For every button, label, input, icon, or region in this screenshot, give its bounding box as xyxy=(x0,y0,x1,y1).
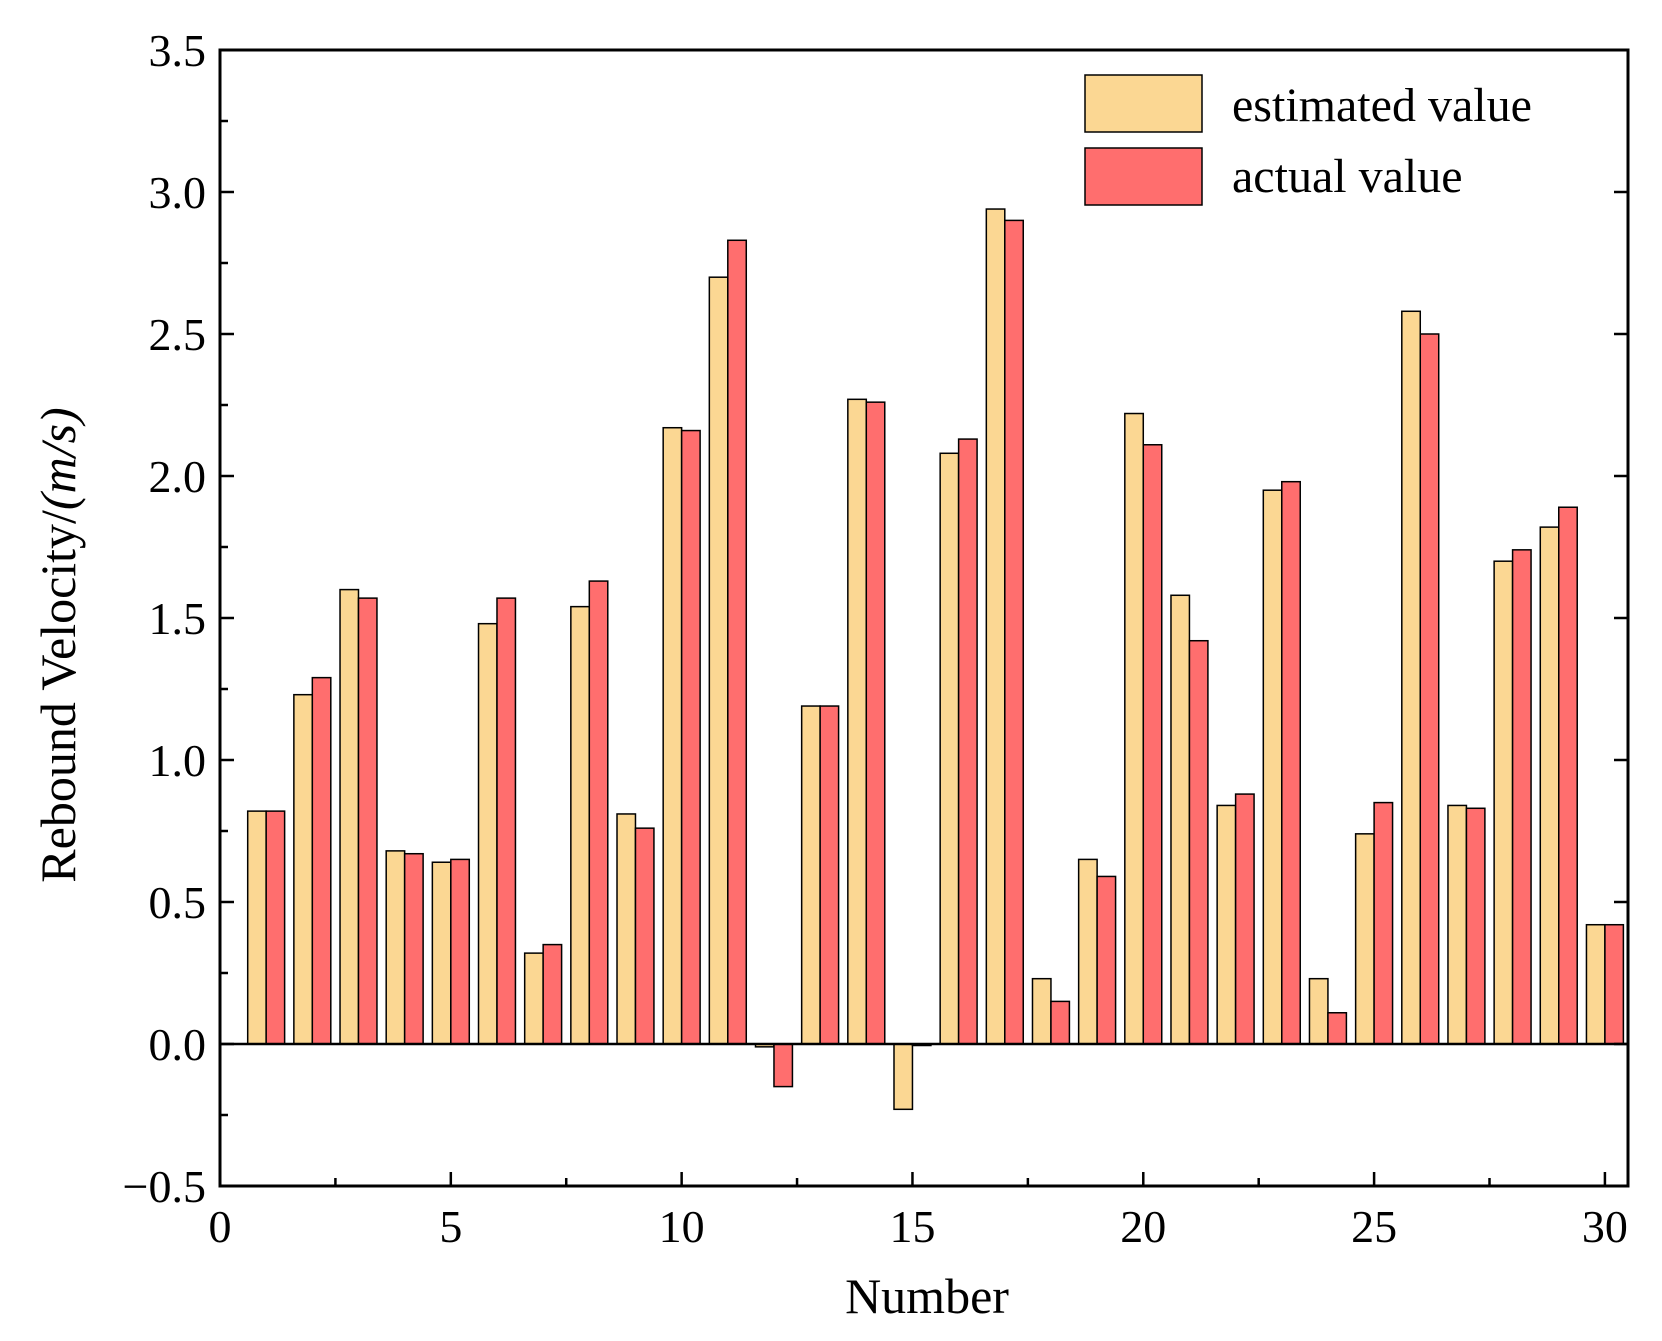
y-tick-label: 1.5 xyxy=(149,593,207,644)
bar-actual-29 xyxy=(1558,506,1578,1045)
bar-actual-3 xyxy=(357,597,378,1045)
bar-actual-25 xyxy=(1373,801,1394,1045)
bar-actual-7 xyxy=(542,943,563,1045)
bar-estimated-27 xyxy=(1447,804,1468,1045)
bar-estimated-18 xyxy=(1031,977,1052,1045)
x-axis-ticks: 0 5 10 15 20 25 30 xyxy=(209,1172,1628,1252)
y-tick-label: 0.0 xyxy=(149,1019,207,1070)
y-tick-label: 0.5 xyxy=(149,877,207,928)
bar-estimated-1 xyxy=(246,810,267,1045)
x-tick-label: 0 xyxy=(209,1201,232,1252)
bar-estimated-19 xyxy=(1077,858,1098,1045)
bar-estimated-25 xyxy=(1354,833,1375,1045)
bar-actual-9 xyxy=(634,827,655,1045)
bar-estimated-10 xyxy=(662,426,683,1045)
bar-actual-11 xyxy=(727,239,748,1045)
bar-actual-12 xyxy=(773,1043,794,1088)
bar-actual-26 xyxy=(1419,333,1440,1045)
bar-actual-30 xyxy=(1604,923,1625,1045)
bar-estimated-14 xyxy=(847,398,868,1045)
bar-estimated-5 xyxy=(431,861,452,1045)
bar-estimated-3 xyxy=(339,588,360,1045)
bar-estimated-30 xyxy=(1585,923,1606,1045)
bar-actual-22 xyxy=(1234,793,1255,1045)
bar-estimated-4 xyxy=(385,850,406,1045)
legend-swatch-actual xyxy=(1084,147,1203,206)
y-tick-label: 2.5 xyxy=(149,309,207,360)
bar-actual-27 xyxy=(1465,807,1486,1045)
y-axis-title: Rebound Velocity/(m/s) xyxy=(30,407,86,882)
x-tick-label: 30 xyxy=(1582,1201,1628,1252)
bar-estimated-11 xyxy=(708,276,729,1045)
x-tick-label: 15 xyxy=(889,1201,935,1252)
x-tick-label: 10 xyxy=(659,1201,705,1252)
bar-actual-13 xyxy=(819,705,840,1045)
x-axis-title: Number xyxy=(845,1268,1009,1324)
legend-label-estimated: estimated value xyxy=(1232,79,1532,132)
x-tick-label: 20 xyxy=(1120,1201,1166,1252)
bar-estimated-16 xyxy=(939,452,960,1045)
y-tick-label: 1.0 xyxy=(149,735,207,786)
y-tick-label: 3.5 xyxy=(149,25,207,76)
bar-estimated-7 xyxy=(523,952,544,1045)
bar-actual-16 xyxy=(957,438,978,1045)
bar-actual-17 xyxy=(1004,219,1025,1045)
bar-estimated-6 xyxy=(477,622,498,1045)
bar-actual-4 xyxy=(403,852,424,1045)
bar-estimated-2 xyxy=(293,693,314,1045)
bar-estimated-24 xyxy=(1308,977,1329,1045)
bar-estimated-8 xyxy=(570,605,591,1045)
bar-estimated-21 xyxy=(1170,594,1191,1045)
bar-actual-20 xyxy=(1142,444,1163,1045)
bar-actual-28 xyxy=(1511,549,1532,1045)
legend: estimated value actual value xyxy=(1084,74,1532,206)
bar-estimated-26 xyxy=(1401,310,1422,1045)
legend-label-actual: actual value xyxy=(1232,150,1463,203)
y-axis-ticks: −0.5 0.0 0.5 1.0 1.5 2.0 2.5 3.0 3.5 xyxy=(123,25,1628,1212)
x-tick-label: 5 xyxy=(439,1201,462,1252)
y-axis-title-unit: (m/s) xyxy=(30,407,86,510)
y-tick-label: −0.5 xyxy=(123,1161,206,1212)
bars-group xyxy=(246,208,1625,1111)
bar-estimated-23 xyxy=(1262,489,1283,1045)
legend-swatch-estimated xyxy=(1084,74,1203,133)
bar-actual-21 xyxy=(1188,639,1209,1045)
y-axis-title-main: Rebound Velocity/ xyxy=(30,510,86,883)
bar-estimated-20 xyxy=(1124,412,1145,1045)
bar-estimated-28 xyxy=(1493,560,1514,1045)
bar-actual-24 xyxy=(1327,1012,1348,1045)
bar-actual-23 xyxy=(1281,480,1301,1045)
bar-estimated-9 xyxy=(616,813,637,1045)
bar-estimated-13 xyxy=(800,705,821,1045)
bar-actual-8 xyxy=(588,580,609,1045)
bar-actual-5 xyxy=(450,858,471,1045)
bar-actual-10 xyxy=(680,429,701,1045)
x-tick-label: 25 xyxy=(1351,1201,1397,1252)
bar-actual-19 xyxy=(1096,875,1117,1045)
bar-actual-18 xyxy=(1050,1000,1071,1045)
bar-estimated-29 xyxy=(1539,526,1560,1045)
bar-actual-6 xyxy=(496,597,517,1045)
bar-estimated-22 xyxy=(1216,804,1237,1045)
bar-actual-2 xyxy=(311,676,332,1045)
y-tick-label: 3.0 xyxy=(149,167,207,218)
bar-estimated-17 xyxy=(985,208,1006,1045)
y-tick-label: 2.0 xyxy=(149,451,207,502)
bar-actual-1 xyxy=(265,810,286,1045)
bar-actual-14 xyxy=(865,401,886,1045)
bar-estimated-15 xyxy=(893,1043,914,1111)
